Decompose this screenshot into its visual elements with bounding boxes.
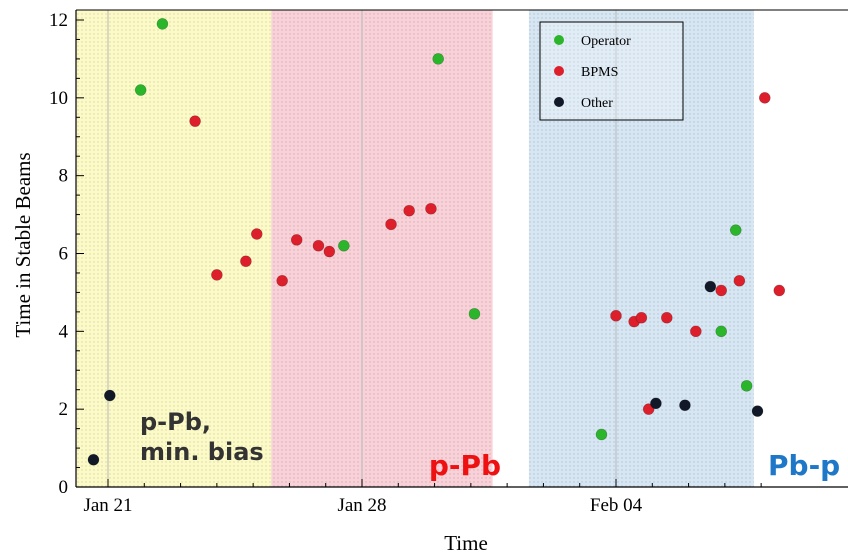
point-bpms (690, 325, 702, 338)
y-tick-label: 12 (49, 10, 68, 31)
legend-marker-bpms (554, 66, 564, 76)
y-tick-label: 0 (59, 477, 69, 498)
point-bpms (635, 311, 648, 324)
region-band-Pb-p (528, 10, 754, 487)
legend-label-bpms: BPMS (581, 65, 618, 80)
point-bpms (773, 284, 786, 297)
legend-label-other: Other (581, 96, 613, 111)
point-bpms (189, 115, 201, 127)
point-other (650, 397, 662, 410)
region-band-p-Pb-min-bias (76, 10, 272, 487)
point-operator (595, 428, 608, 441)
point-operator (432, 53, 445, 65)
legend-marker-other (554, 97, 564, 107)
point-operator (338, 239, 350, 252)
point-bpms (733, 274, 746, 287)
y-axis-title: Time in Stable Beams (11, 152, 35, 337)
y-tick-label: 4 (59, 321, 69, 342)
point-bpms (403, 204, 415, 217)
region-label-p-Pb-min-bias: p-Pb, (140, 408, 211, 436)
point-operator (156, 18, 169, 30)
point-other (751, 405, 764, 417)
point-bpms (240, 255, 252, 268)
point-other (104, 389, 116, 402)
point-operator (740, 380, 753, 392)
legend-label-operator: Operator (581, 34, 631, 49)
legend-marker-operator (554, 35, 564, 45)
x-tick-label: Jan 28 (337, 495, 386, 516)
y-tick-label: 6 (59, 244, 69, 265)
region-labels: p-Pb,min. bias p-Pb Pb-p (140, 408, 840, 482)
grid-lines (107, 10, 617, 487)
point-other (704, 280, 717, 293)
x-axis-title: Time (444, 531, 488, 555)
point-bpms (715, 284, 728, 297)
point-bpms (425, 202, 437, 215)
point-other (87, 453, 100, 466)
region-label-p-Pb-min-bias: min. bias (140, 438, 264, 466)
y-tick-label: 10 (49, 88, 68, 109)
point-operator (134, 84, 147, 96)
point-operator (729, 224, 742, 236)
y-tick-label: 2 (59, 399, 69, 420)
point-bpms (660, 311, 673, 324)
point-bpms (758, 92, 771, 104)
region-bands (76, 10, 754, 487)
region-label-p-Pb: p-Pb (429, 449, 501, 482)
legend: Operator BPMS Other (539, 21, 684, 121)
y-tick-label: 8 (59, 166, 69, 187)
point-bpms (323, 245, 336, 258)
point-bpms (290, 234, 303, 246)
point-operator (715, 325, 728, 338)
point-operator (468, 308, 481, 320)
point-bpms (312, 239, 325, 252)
point-bpms (610, 309, 622, 322)
point-bpms (276, 274, 288, 287)
point-bpms (211, 269, 223, 281)
point-other (679, 399, 691, 412)
x-tick-label: Jan 21 (83, 495, 132, 516)
region-label-Pb-p: Pb-p (768, 449, 840, 482)
data-points (87, 18, 786, 466)
point-bpms (250, 228, 263, 240)
region-band-p-Pb (271, 10, 493, 487)
axes: 0 2 4 6 8 10 12 Jan 21 Jan 28 Feb 04 (49, 9, 848, 516)
point-bpms (385, 218, 397, 231)
x-tick-label: Feb 04 (590, 495, 643, 516)
